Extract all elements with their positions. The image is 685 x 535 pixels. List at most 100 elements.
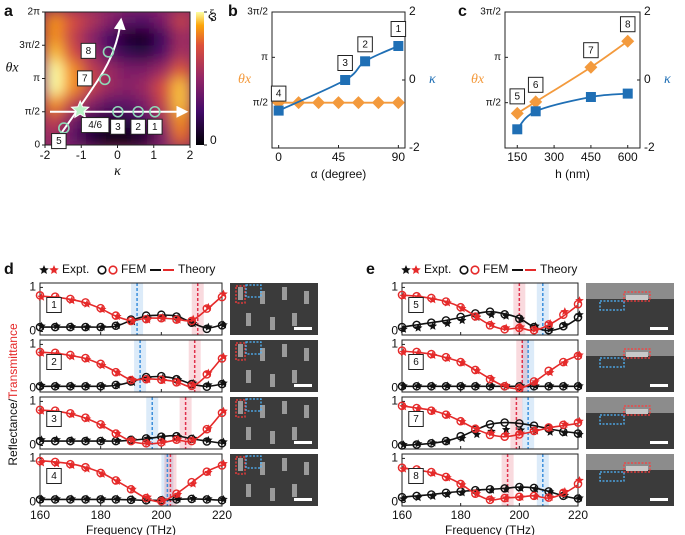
- heatmap-cell: [171, 95, 190, 113]
- star-marker: [472, 424, 482, 433]
- circle-marker: [50, 322, 60, 332]
- star-marker: [413, 323, 423, 332]
- circle-marker: [81, 436, 90, 446]
- sem-blue-box: [245, 455, 262, 469]
- x-tick-label: 600: [618, 150, 638, 164]
- y-tick-label: 0: [29, 495, 36, 509]
- point-label: 1: [396, 24, 402, 35]
- sem-feature: [292, 427, 297, 440]
- star-marker: [575, 416, 584, 425]
- colorbar-tick-label: 3: [210, 10, 217, 24]
- star-marker: [516, 314, 526, 323]
- sem-feature: [626, 295, 648, 300]
- y2-tick-label: 0: [644, 72, 651, 86]
- y-tick-label: 1: [391, 337, 398, 351]
- sem-blue-box: [599, 300, 625, 311]
- star-marker: [413, 381, 423, 390]
- star-marker: [158, 376, 168, 385]
- star-marker: [188, 435, 198, 444]
- star-marker: [128, 435, 137, 444]
- star-marker: [173, 490, 183, 499]
- circle-marker: [485, 321, 495, 330]
- label-box: [110, 118, 126, 135]
- star-marker: [472, 429, 482, 439]
- star-marker: [457, 480, 467, 489]
- y-tick-label: 0: [29, 381, 36, 395]
- legend-label: Expt.: [62, 262, 89, 276]
- y-tick-label: 1: [29, 394, 36, 408]
- star-marker: [575, 381, 584, 390]
- circle-marker: [515, 383, 524, 393]
- heatmap-cell: [117, 45, 137, 63]
- star-marker: [545, 368, 555, 377]
- star-marker: [204, 494, 213, 503]
- y-tick-label: π: [261, 52, 268, 63]
- label-box: [80, 42, 97, 59]
- sem-feature: [304, 348, 309, 361]
- heatmap-cell: [117, 61, 137, 80]
- sem-feature: [238, 287, 243, 300]
- point-label: 2: [135, 122, 141, 133]
- point-label: 8: [625, 19, 631, 30]
- star-marker: [49, 265, 59, 275]
- star-marker: [413, 493, 423, 502]
- heatmap-cell: [99, 28, 119, 46]
- star-marker: [501, 380, 511, 390]
- star-marker: [487, 485, 496, 494]
- circle-marker: [500, 381, 509, 391]
- label-box: [390, 21, 407, 37]
- star-marker: [531, 324, 540, 333]
- circle-marker: [126, 436, 136, 446]
- star-marker: [113, 368, 122, 377]
- heatmap-cell: [45, 78, 64, 96]
- point-label: 2: [51, 357, 57, 368]
- circle-marker: [515, 430, 524, 439]
- star-marker: [457, 315, 467, 325]
- star-marker: [399, 494, 408, 503]
- star-marker: [560, 358, 570, 367]
- circle-marker: [217, 495, 227, 505]
- point-label: 7: [82, 74, 88, 85]
- circle-marker: [187, 436, 196, 446]
- sem-blue-box: [599, 357, 625, 368]
- label-box: [77, 70, 93, 87]
- scale-bar: [294, 498, 312, 501]
- star-marker: [143, 315, 152, 324]
- star-marker: [67, 322, 77, 331]
- star-marker: [37, 435, 46, 444]
- circle-marker: [66, 436, 75, 446]
- y2-tick-label: 2: [409, 4, 416, 18]
- point-label: 5: [413, 300, 419, 311]
- star-marker: [97, 322, 107, 331]
- star-marker: [575, 350, 584, 359]
- sem-feature: [626, 466, 648, 471]
- star-marker: [204, 322, 213, 331]
- colorbar-label: ξ: [208, 8, 214, 23]
- sem-blue-box: [245, 398, 262, 412]
- star-marker: [82, 435, 92, 444]
- heatmap-cell: [135, 45, 155, 63]
- square-marker: [622, 88, 633, 99]
- star-marker: [97, 381, 107, 390]
- x-tick-label: 220: [212, 508, 232, 522]
- heatmap-cell: [171, 78, 190, 96]
- star-marker: [128, 375, 137, 384]
- heatmap-cell: [171, 111, 190, 129]
- star-marker: [457, 433, 467, 443]
- series-line: [516, 40, 629, 115]
- star-marker: [188, 479, 198, 488]
- star-marker: [219, 459, 228, 468]
- star-marker: [516, 382, 526, 391]
- star-marker: [37, 292, 46, 301]
- circle-marker: [485, 420, 495, 429]
- star-marker: [113, 476, 122, 485]
- star-marker: [97, 361, 107, 370]
- colorbar: [196, 12, 204, 145]
- star-marker: [457, 304, 467, 313]
- star-marker: [204, 302, 213, 311]
- x-tick-label: 160: [30, 508, 50, 522]
- y2-tick-label: -2: [409, 140, 420, 154]
- circle-marker: [470, 265, 480, 275]
- sem-feature: [270, 488, 275, 501]
